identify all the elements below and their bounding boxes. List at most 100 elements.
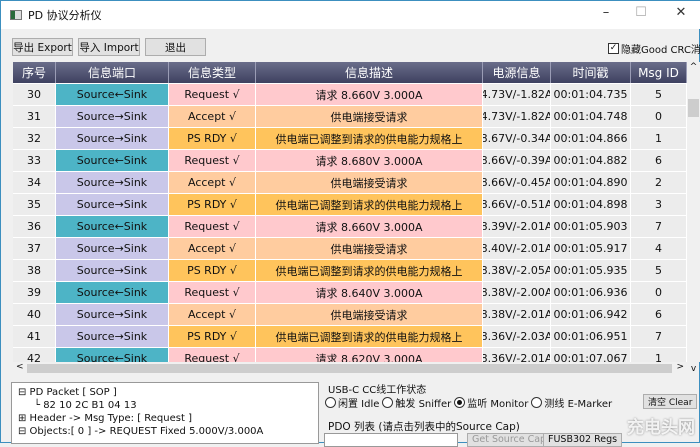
scroll-up-icon[interactable]: ^ xyxy=(689,62,698,72)
cell-port: Source→Sink xyxy=(56,238,169,259)
cell-msg-id: 1 xyxy=(631,348,687,362)
cell-type: Accept √ xyxy=(169,106,256,127)
table-row[interactable]: 31 Source→Sink Accept √ 供电端接受请求 4.73V/-1.82A… xyxy=(13,106,687,128)
cell-power: 8.39V/-2.01A xyxy=(483,216,551,237)
radio-label: 闲置 Idle xyxy=(338,399,380,410)
cell-type: Request √ xyxy=(169,150,256,171)
header-port[interactable]: 信息端口 xyxy=(56,62,169,83)
horizontal-scrollbar[interactable]: < > xyxy=(13,362,687,375)
cell-msg-id: 3 xyxy=(631,194,687,215)
header-desc[interactable]: 信息描述 xyxy=(256,62,483,83)
radio-mode-0[interactable]: 闲置 Idle xyxy=(325,395,379,410)
pdo-list[interactable] xyxy=(324,433,458,447)
cell-timestamp: 00:01:04.890 xyxy=(551,172,631,193)
scroll-thumb[interactable] xyxy=(688,99,699,117)
cell-msg-id: 5 xyxy=(631,84,687,105)
table-row[interactable]: 34 Source→Sink Accept √ 供电端接受请求 8.66V/-0.45A… xyxy=(13,172,687,194)
cc-status-title: USB-C CC线工作状态 xyxy=(328,385,427,396)
header-timestamp[interactable]: 时间戳 xyxy=(551,62,631,83)
cell-msg-id: 4 xyxy=(631,238,687,259)
cell-power: 4.73V/-1.82A xyxy=(483,84,551,105)
cell-power: 8.40V/-2.01A xyxy=(483,238,551,259)
cell-port: Source←Sink xyxy=(56,216,169,237)
cell-timestamp: 00:01:07.067 xyxy=(551,348,631,362)
cell-desc: 供电端接受请求 xyxy=(256,304,483,325)
table-row[interactable]: 35 Source→Sink PS RDY √ 供电端已调整到请求的供电能力规格上 8.… xyxy=(13,194,687,216)
table-row[interactable]: 41 Source→Sink PS RDY √ 供电端已调整到请求的供电能力规格上 8.… xyxy=(13,326,687,348)
cell-port: Source→Sink xyxy=(56,326,169,347)
export-button[interactable]: 导出 Export xyxy=(12,38,73,56)
cell-seq: 38 xyxy=(13,260,56,281)
tree-item[interactable]: ⊞ Header -> Msg Type: [ Request ] xyxy=(18,413,192,424)
cell-type: Accept √ xyxy=(169,172,256,193)
vertical-scrollbar[interactable]: ^ v xyxy=(687,62,700,374)
hide-crc-label: 隐藏Good CRC消息 xyxy=(621,45,700,56)
scroll-left-icon[interactable]: < xyxy=(16,362,24,372)
cell-msg-id: 0 xyxy=(631,106,687,127)
table-row[interactable]: 36 Source←Sink Request √ 请求 8.660V 3.000A 8.… xyxy=(13,216,687,238)
cell-timestamp: 00:01:04.748 xyxy=(551,106,631,127)
tree-item[interactable]: ⊟ Objects:[ 0 ] -> REQUEST Fixed 5.000V/… xyxy=(18,426,264,437)
cell-msg-id: 5 xyxy=(631,260,687,281)
scroll-thumb-h[interactable] xyxy=(27,364,672,373)
cell-power: 8.66V/-0.45A xyxy=(483,172,551,193)
hide-good-crc-checkbox[interactable]: ✓ 隐藏Good CRC消息 xyxy=(608,41,700,56)
cell-msg-id: 2 xyxy=(631,172,687,193)
minimize-button[interactable]: – xyxy=(602,5,610,20)
table-row[interactable]: 33 Source←Sink Request √ 请求 8.680V 3.000A 8.… xyxy=(13,150,687,172)
packet-tree[interactable]: ⊟ PD Packet [ SOP ] └ 82 10 2C B1 04 13 … xyxy=(11,382,319,444)
cell-power: 8.66V/-0.51A xyxy=(483,194,551,215)
table-row[interactable]: 32 Source→Sink PS RDY √ 供电端已调整到请求的供电能力规格上 8.… xyxy=(13,128,687,150)
cell-msg-id: 6 xyxy=(631,304,687,325)
exit-button[interactable]: 退出 xyxy=(145,38,206,56)
cell-timestamp: 00:01:05.935 xyxy=(551,260,631,281)
cell-timestamp: 00:01:05.917 xyxy=(551,238,631,259)
cell-power: 8.36V/-2.01A xyxy=(483,348,551,362)
cell-msg-id: 0 xyxy=(631,282,687,303)
radio-icon xyxy=(382,397,394,408)
cell-type: Request √ xyxy=(169,84,256,105)
tree-item[interactable]: ⊟ PD Packet [ SOP ] xyxy=(18,387,117,398)
table-row[interactable]: 42 Source←Sink Request √ 请求 8.620V 3.000A 8.… xyxy=(13,348,687,362)
cell-port: Source←Sink xyxy=(56,84,169,105)
close-button[interactable]: ✕ xyxy=(675,5,687,20)
cell-msg-id: 1 xyxy=(631,128,687,149)
tree-item[interactable]: └ 82 10 2C B1 04 13 xyxy=(34,400,137,411)
radio-icon xyxy=(531,397,543,408)
header-seq[interactable]: 序号 xyxy=(13,62,56,83)
header-type[interactable]: 信息类型 xyxy=(169,62,256,83)
cell-type: PS RDY √ xyxy=(169,194,256,215)
table-row[interactable]: 40 Source→Sink Accept √ 供电端接受请求 8.38V/-2.01A… xyxy=(13,304,687,326)
cell-timestamp: 00:01:06.942 xyxy=(551,304,631,325)
clear-button[interactable]: 清空 Clear xyxy=(643,394,698,409)
cell-power: 8.38V/-2.01A xyxy=(483,304,551,325)
table-row[interactable]: 30 Source←Sink Request √ 请求 8.660V 3.000A 4.… xyxy=(13,84,687,106)
get-source-cap-button[interactable]: Get Source Cap xyxy=(467,433,552,447)
message-table[interactable]: 序号 信息端口 信息类型 信息描述 电源信息 时间戳 Msg ID 30 Source←Sin… xyxy=(13,62,687,362)
cell-port: Source→Sink xyxy=(56,260,169,281)
scroll-down-icon[interactable]: v xyxy=(690,364,697,374)
cell-seq: 37 xyxy=(13,238,56,259)
cell-power: 8.66V/-0.39A xyxy=(483,150,551,171)
cell-seq: 35 xyxy=(13,194,56,215)
cell-type: PS RDY √ xyxy=(169,260,256,281)
maximize-button[interactable]: ☐ xyxy=(635,5,647,20)
radio-mode-2[interactable]: 监听 Monitor xyxy=(454,395,528,410)
fusb302-regs-button[interactable]: FUSB302 Regs xyxy=(543,433,623,447)
header-msg-id[interactable]: Msg ID xyxy=(631,62,687,83)
scroll-right-icon[interactable]: > xyxy=(676,362,684,372)
cell-seq: 31 xyxy=(13,106,56,127)
cell-timestamp: 00:01:04.866 xyxy=(551,128,631,149)
radio-mode-1[interactable]: 触发 Sniffer xyxy=(382,395,451,410)
title-bar: PD 协议分析仪 – ☐ ✕ xyxy=(1,1,700,29)
cell-timestamp: 00:01:06.951 xyxy=(551,326,631,347)
radio-mode-3[interactable]: 测线 E-Marker xyxy=(531,395,612,410)
table-row[interactable]: 39 Source←Sink Request √ 请求 8.640V 3.000A 8.… xyxy=(13,282,687,304)
header-power[interactable]: 电源信息 xyxy=(483,62,551,83)
cell-seq: 39 xyxy=(13,282,56,303)
cell-port: Source→Sink xyxy=(56,172,169,193)
cell-timestamp: 00:01:05.903 xyxy=(551,216,631,237)
table-row[interactable]: 38 Source→Sink PS RDY √ 供电端已调整到请求的供电能力规格上 8.… xyxy=(13,260,687,282)
import-button[interactable]: 导入 Import xyxy=(78,38,140,56)
table-row[interactable]: 37 Source→Sink Accept √ 供电端接受请求 8.40V/-2.01A… xyxy=(13,238,687,260)
